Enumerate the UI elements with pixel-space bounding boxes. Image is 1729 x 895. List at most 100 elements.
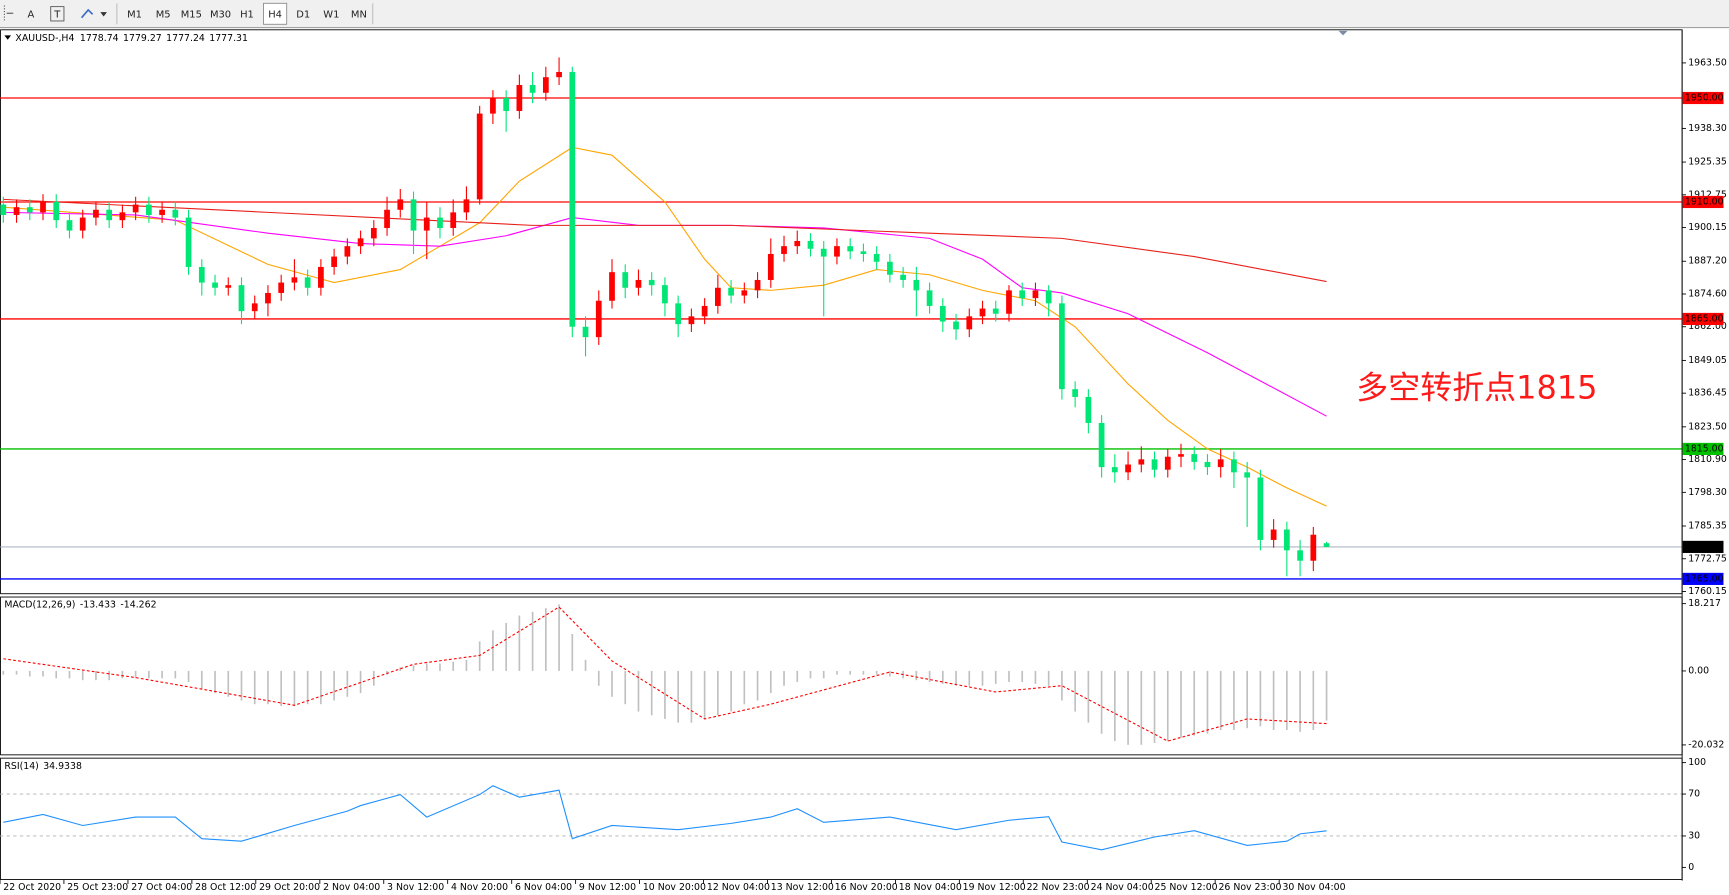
candle-body: [966, 316, 973, 330]
candle-body: [860, 251, 867, 254]
y-tick-label: 1760.15: [1688, 586, 1727, 597]
candle-body: [794, 240, 801, 247]
label-tool-frame: [50, 6, 65, 22]
histogram-bar: [1180, 670, 1182, 738]
indicator-line: [3, 198, 1327, 283]
timeframe-button[interactable]: W1: [323, 9, 339, 20]
open-price: 1778.74: [80, 33, 119, 44]
timeframe-button-bg: [291, 3, 316, 25]
timeframe-button[interactable]: M15: [181, 9, 202, 20]
label-tool[interactable]: T: [53, 9, 61, 20]
macd-header: MACD(12,26,9) -13.433 -14.262: [4, 599, 156, 610]
candle-body: [119, 212, 126, 221]
histogram-bar: [1193, 670, 1196, 736]
level-label-bg: [1682, 312, 1724, 326]
level-label: 1950.00: [1685, 92, 1724, 103]
level-label-bg: [1682, 195, 1724, 209]
histogram-bar: [928, 670, 931, 683]
timeframe-button[interactable]: M30: [210, 9, 231, 20]
chart-menu-arrow: [4, 35, 12, 40]
histogram-bar: [690, 670, 693, 723]
x-tick-label: 26 Nov 23:00: [1218, 882, 1281, 893]
histogram-bar: [42, 670, 44, 677]
histogram-bar: [889, 670, 891, 677]
histogram-bar: [346, 670, 349, 697]
x-tick-label: 9 Nov 12:00: [579, 882, 636, 893]
x-tick-label: 4 Nov 20:00: [451, 882, 508, 893]
timeframe-button-bg: [122, 3, 147, 25]
histogram-bar: [836, 670, 838, 675]
histogram-bar: [915, 670, 918, 681]
histogram-bar: [1047, 670, 1050, 686]
histogram-bar: [955, 670, 957, 686]
histogram-bar: [637, 670, 640, 712]
histogram-bar: [875, 670, 878, 675]
candle-body: [1125, 464, 1131, 473]
histogram-bar: [624, 670, 627, 705]
toolbar: [0, 0, 1729, 28]
candle-body: [0, 204, 7, 215]
candle-body: [913, 279, 920, 291]
macd-value: -13.433: [80, 599, 116, 610]
candle-body: [834, 246, 840, 257]
candle-body: [53, 201, 60, 221]
histogram-bar: [584, 659, 587, 671]
text-tool[interactable]: A: [27, 9, 34, 20]
histogram-bar: [253, 670, 256, 705]
x-tick-label: 13 Nov 12:00: [771, 882, 834, 893]
histogram-bar: [769, 670, 772, 694]
y-tick-label: 1798.30: [1688, 487, 1727, 498]
histogram-bar: [505, 622, 507, 671]
candle-body: [1191, 454, 1198, 462]
candle-body: [1138, 459, 1145, 465]
histogram-bar: [134, 670, 137, 679]
candle-body: [569, 71, 576, 327]
candle-body: [1045, 290, 1052, 304]
objects-tool[interactable]: [80, 8, 107, 19]
histogram-bar: [1233, 670, 1235, 731]
candle-body: [1204, 461, 1211, 468]
timeframe-button-bg: [177, 3, 206, 25]
histogram-bar: [1312, 670, 1315, 731]
histogram-bar: [280, 670, 283, 707]
candle-body: [384, 209, 390, 228]
timeframe-button[interactable]: H1: [240, 9, 254, 20]
indicator-line: [3, 785, 1327, 851]
candle-body: [198, 266, 205, 283]
level-label: 1865.00: [1685, 313, 1724, 324]
timeframe-button[interactable]: D1: [296, 9, 310, 20]
histogram-bar: [200, 670, 203, 690]
histogram-bar: [809, 670, 812, 679]
candle-body: [450, 212, 457, 228]
histogram-bar: [28, 670, 31, 677]
histogram-bar: [1021, 670, 1024, 683]
histogram-bar: [1259, 670, 1262, 727]
candle-body: [807, 240, 814, 249]
timeframe-button[interactable]: M1: [127, 9, 142, 20]
y-tick-label: 1900.15: [1688, 222, 1727, 233]
candle-body: [410, 199, 417, 231]
histogram-bar: [1034, 670, 1037, 684]
timeframe-button[interactable]: MN: [351, 9, 367, 20]
histogram-bar: [571, 634, 574, 671]
candle-body: [331, 256, 337, 267]
histogram-bar: [81, 670, 84, 681]
level-label: 1765.00: [1685, 573, 1724, 584]
timeframe-button[interactable]: H4: [268, 9, 282, 20]
timeframe-button-bg: [207, 3, 234, 25]
x-tick-label: 22 Oct 2020: [3, 882, 61, 893]
timeframe-button[interactable]: M5: [156, 9, 171, 20]
x-tick-label: 16 Nov 20:00: [835, 882, 898, 893]
histogram-bar: [994, 670, 997, 684]
x-tick-label: 18 Nov 04:00: [899, 882, 962, 893]
candle-body: [595, 300, 602, 338]
candle-body: [344, 246, 351, 257]
candle-body: [463, 199, 470, 213]
histogram-bar: [320, 670, 322, 705]
histogram-bar: [1140, 670, 1143, 745]
y-tick-label: 1836.45: [1688, 388, 1727, 399]
candle-body: [145, 204, 152, 215]
histogram-bar: [121, 670, 124, 679]
